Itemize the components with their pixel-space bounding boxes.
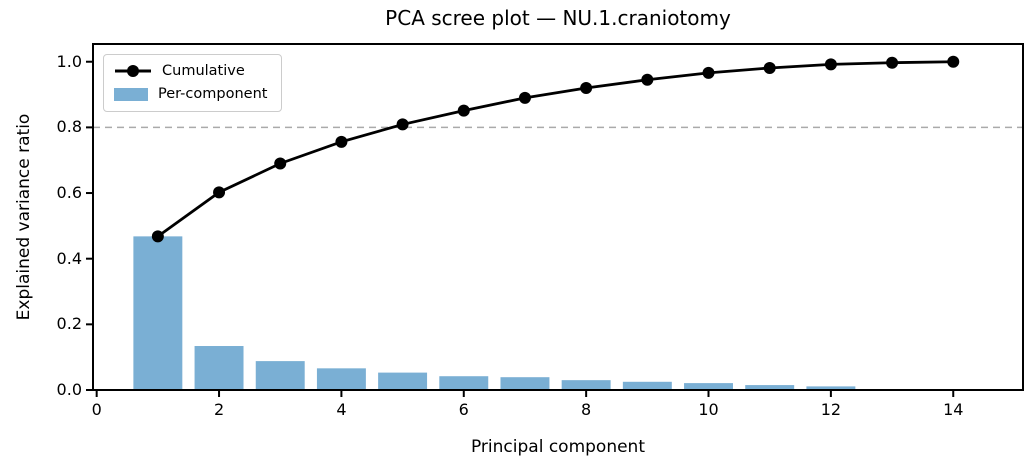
cumulative-marker-pc6 xyxy=(457,104,470,117)
y-tick-label-0.8: 0.8 xyxy=(56,117,82,137)
bar-pc8 xyxy=(561,380,611,390)
y-tick-label-1.0: 1.0 xyxy=(56,51,82,71)
cumulative-marker-pc7 xyxy=(518,91,531,104)
bar-pc11 xyxy=(745,385,795,390)
x-tick-label-8: 8 xyxy=(581,400,592,419)
x-tick-label-2: 2 xyxy=(213,400,225,419)
bar-pc2 xyxy=(194,346,244,390)
x-tick-label-4: 4 xyxy=(336,400,347,419)
legend: Cumulative Per-component xyxy=(103,54,283,112)
per-component-bar-swatch-icon xyxy=(114,87,148,101)
bar-pc7 xyxy=(500,377,550,390)
y-tick-label-0.2: 0.2 xyxy=(56,314,82,334)
cumulative-marker-pc2 xyxy=(213,186,226,199)
y-tick-label-0.4: 0.4 xyxy=(56,248,82,268)
x-tick-label-10: 10 xyxy=(698,400,719,419)
legend-item-cumulative: Cumulative xyxy=(114,63,267,79)
bar-pc4 xyxy=(316,368,366,390)
cumulative-marker-pc3 xyxy=(274,157,287,170)
legend-label-per-component: Per-component xyxy=(158,86,268,102)
cumulative-marker-pc13 xyxy=(886,56,899,69)
plot-area xyxy=(86,43,1024,397)
cumulative-marker-pc5 xyxy=(396,118,409,131)
cumulative-line-swatch-icon xyxy=(115,65,151,77)
cumulative-marker-pc12 xyxy=(824,58,837,71)
bar-pc5 xyxy=(378,372,428,390)
bar-pc10 xyxy=(684,383,733,390)
cumulative-marker-pc4 xyxy=(335,135,348,148)
y-tick-label-0.6: 0.6 xyxy=(56,183,82,203)
x-tick-label-6: 6 xyxy=(458,400,469,419)
cumulative-marker-pc11 xyxy=(763,61,776,74)
x-tick-label-12: 12 xyxy=(820,400,842,419)
cumulative-line xyxy=(157,60,954,238)
x-axis-label: Principal component xyxy=(470,437,646,457)
axes-spines xyxy=(92,43,1024,391)
legend-label-cumulative: Cumulative xyxy=(162,63,245,79)
bar-pc3 xyxy=(255,361,305,390)
cumulative-marker-pc14 xyxy=(947,55,960,68)
x-tick-label-14: 14 xyxy=(943,400,964,419)
y-tick-label-0.0: 0.0 xyxy=(56,380,82,399)
cumulative-marker-pc10 xyxy=(702,66,715,79)
cumulative-marker-pc9 xyxy=(641,73,654,86)
x-tick-label-0: 0 xyxy=(91,400,102,419)
bar-pc6 xyxy=(439,376,489,390)
cumulative-marker-pc1 xyxy=(151,230,164,243)
legend-item-per-component: Per-component xyxy=(114,86,267,102)
chart-title: PCA scree plot — NU.1.craniotomy xyxy=(385,6,731,30)
y-axis-label-text: Explained variance ratio xyxy=(14,113,34,321)
bar-pc9 xyxy=(622,381,672,390)
bar-pc12 xyxy=(806,386,856,390)
cumulative-marker-pc8 xyxy=(580,81,593,94)
bar-pc1 xyxy=(133,236,183,390)
